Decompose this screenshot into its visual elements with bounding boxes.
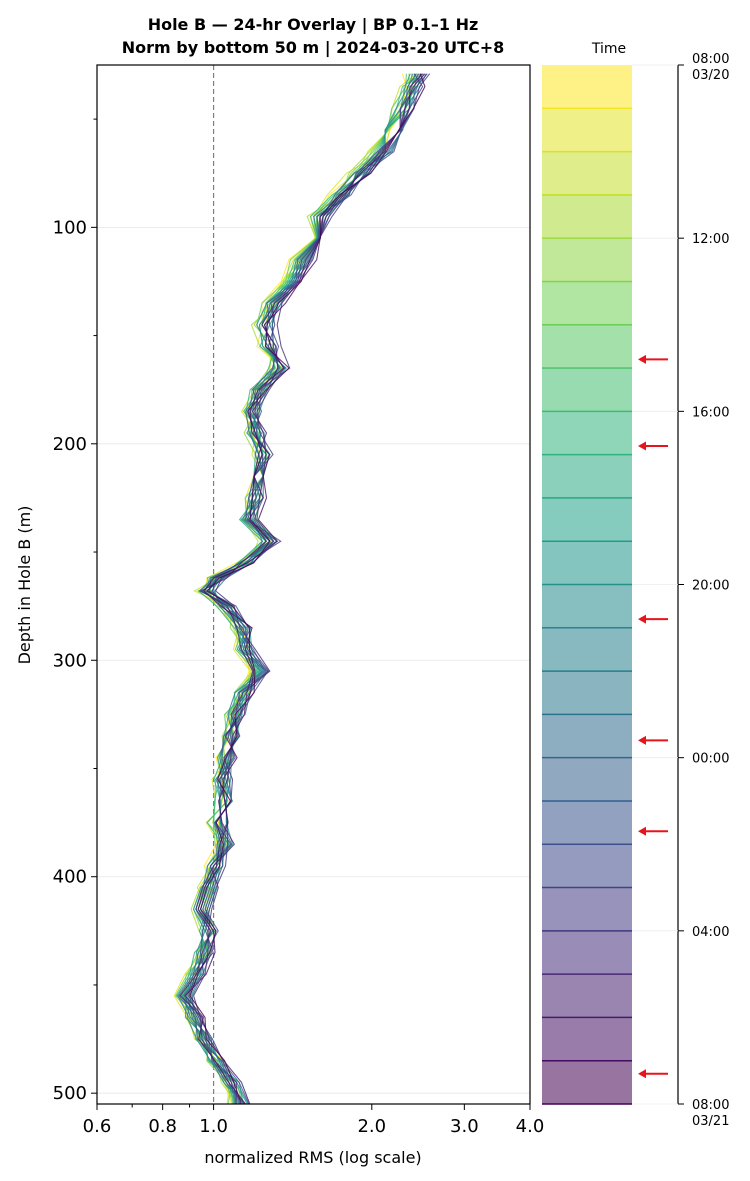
colorbar-tick-label: 04:00	[692, 925, 729, 940]
series-line	[186, 73, 411, 1105]
series-line	[184, 73, 423, 1105]
colorbar-cell	[542, 930, 632, 975]
colorbar-cell	[542, 1017, 632, 1061]
colorbar-cell	[542, 497, 632, 542]
colorbar-cell	[542, 974, 632, 1018]
colorbar-cell	[542, 541, 632, 585]
colorbar-arrow	[638, 1069, 668, 1079]
series-line	[191, 73, 420, 1105]
colorbar-cell	[542, 1060, 632, 1104]
colorbar-cell	[542, 194, 632, 239]
colorbar-cell	[542, 800, 632, 845]
x-axis: 0.6 0.8 1.0 2.0 3.0 4.0	[83, 1104, 545, 1137]
y-tick-label: 100	[53, 217, 87, 238]
series-line	[184, 73, 414, 1105]
arrow-head	[638, 441, 646, 451]
y-tick-label: 300	[53, 650, 87, 671]
arrow-head	[638, 826, 646, 836]
colorbar-cell	[542, 844, 632, 888]
series-line	[178, 73, 417, 1105]
colorbar-cell	[542, 454, 632, 498]
plot-frame	[96, 64, 531, 1105]
colorbar-arrow	[638, 441, 668, 451]
arrow-head	[638, 354, 646, 364]
chart-title: Hole B — 24-hr Overlay | BP 0.1–1 Hz	[148, 15, 479, 35]
colorbar-tick-label: 08:00	[692, 52, 729, 67]
series-line	[185, 73, 408, 1105]
colorbar-date-label: 03/21	[692, 1114, 729, 1129]
series-line	[183, 73, 424, 1105]
series-line	[187, 73, 422, 1105]
colorbar-tick-label: 08:00	[692, 1098, 729, 1113]
y-tick-label: 400	[53, 867, 87, 888]
series-line	[193, 73, 428, 1105]
colorbar-markers	[638, 354, 668, 1079]
colorbar-tick-label: 16:00	[692, 405, 729, 420]
series-line	[183, 73, 416, 1105]
series-line	[188, 73, 431, 1105]
y-axis: 100 200 300 400 500	[53, 118, 97, 1104]
colorbar-cell	[542, 65, 632, 109]
profile-series	[173, 73, 431, 1105]
x-tick-label: 0.8	[148, 1116, 177, 1137]
chart-subtitle: Norm by bottom 50 m | 2024-03-20 UTC+8	[122, 38, 505, 58]
series-line	[182, 73, 425, 1105]
colorbar-cell	[542, 887, 632, 931]
series-line	[188, 73, 413, 1105]
series-line	[184, 73, 423, 1105]
colorbar-tick-label: 12:00	[692, 232, 729, 247]
colorbar-date-label: 03/20	[692, 68, 729, 83]
colorbar-cell	[542, 238, 632, 282]
x-tick-label: 4.0	[516, 1116, 545, 1137]
colorbar-cell	[542, 281, 632, 325]
x-tick-label: 1.0	[199, 1116, 228, 1137]
grid-lines	[97, 226, 530, 1094]
colorbar-cell	[542, 671, 632, 715]
colorbar	[542, 65, 632, 1105]
colorbar-tick-label: 00:00	[692, 752, 729, 767]
colorbar-title: Time	[591, 41, 626, 57]
arrow-head	[638, 735, 646, 745]
series-line	[189, 73, 421, 1105]
colorbar-cell	[542, 757, 632, 801]
colorbar-cell	[542, 151, 632, 195]
colorbar-cell	[542, 368, 632, 412]
x-axis-label: normalized RMS (log scale)	[204, 1148, 421, 1167]
colorbar-arrow	[638, 735, 668, 745]
x-tick-label: 3.0	[450, 1116, 479, 1137]
y-tick-label: 500	[53, 1083, 87, 1104]
x-tick-label: 0.6	[83, 1116, 112, 1137]
colorbar-cell	[542, 411, 632, 455]
colorbar-cell	[542, 108, 632, 152]
colorbar-cell	[542, 584, 632, 628]
y-axis-label: Depth in Hole B (m)	[15, 506, 34, 665]
arrow-head	[638, 1069, 646, 1079]
colorbar-cell	[542, 627, 632, 672]
series-line	[189, 73, 426, 1105]
arrow-head	[638, 614, 646, 624]
colorbar-axis: 08:0003/2012:0016:0020:0000:0004:0008:00…	[632, 52, 729, 1129]
colorbar-arrow	[638, 826, 668, 836]
colorbar-cell	[542, 714, 632, 758]
x-tick-label: 2.0	[357, 1116, 386, 1137]
colorbar-arrow	[638, 614, 668, 624]
colorbar-cell	[542, 324, 632, 369]
y-tick-label: 200	[53, 434, 87, 455]
colorbar-arrow	[638, 354, 668, 364]
colorbar-tick-label: 20:00	[692, 579, 729, 594]
